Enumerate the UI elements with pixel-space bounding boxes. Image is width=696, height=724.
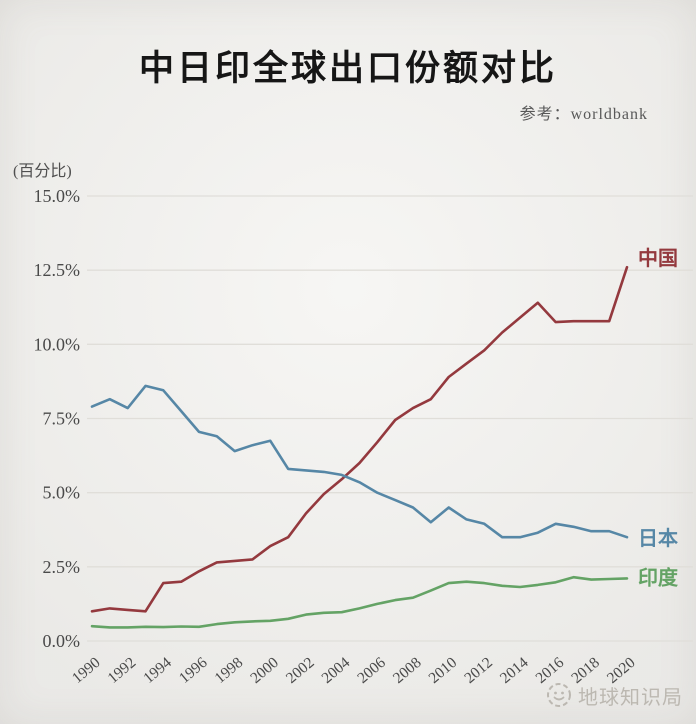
x-tick-label: 2002	[283, 654, 318, 687]
x-tick-label: 2010	[426, 654, 461, 687]
x-tick-label: 1992	[105, 654, 140, 687]
y-tick-label: 7.5%	[43, 409, 81, 429]
series-line-japan	[90, 384, 629, 539]
source-note: 参考：worldbank	[519, 106, 648, 123]
x-tick-label: 1994	[140, 654, 175, 687]
x-tick-label: 2000	[247, 654, 282, 687]
y-tick-label: 0.0%	[43, 631, 81, 651]
globe-logo-icon	[547, 683, 571, 707]
y-tick-label: 15.0%	[34, 186, 81, 206]
x-tick-label: 2014	[497, 654, 532, 687]
chart-title: 中日印全球出口份额对比	[138, 49, 557, 88]
series-label-japan: 日本	[638, 527, 678, 550]
series-line-india	[90, 575, 629, 629]
y-tick-label: 5.0%	[43, 483, 81, 503]
x-tick-label: 1990	[69, 654, 104, 687]
y-tick-label: 2.5%	[43, 557, 81, 577]
x-tick-label: 2012	[461, 654, 496, 687]
y-axis-unit-label: (百分比)	[13, 163, 72, 180]
x-tick-label: 1996	[176, 654, 211, 687]
x-tick-label: 2004	[319, 654, 354, 687]
y-tick-label: 10.0%	[34, 334, 81, 354]
watermark: 地球知识局	[546, 681, 683, 709]
series-label-china: 中国	[638, 246, 678, 270]
x-tick-label: 1998	[212, 654, 247, 687]
x-tick-label: 2006	[354, 654, 389, 687]
y-tick-label: 12.5%	[34, 260, 81, 280]
series-line-china	[90, 265, 629, 613]
series-label-india: 印度	[638, 565, 679, 589]
x-tick-label: 2008	[390, 654, 425, 687]
watermark-text: 地球知识局	[578, 686, 683, 709]
